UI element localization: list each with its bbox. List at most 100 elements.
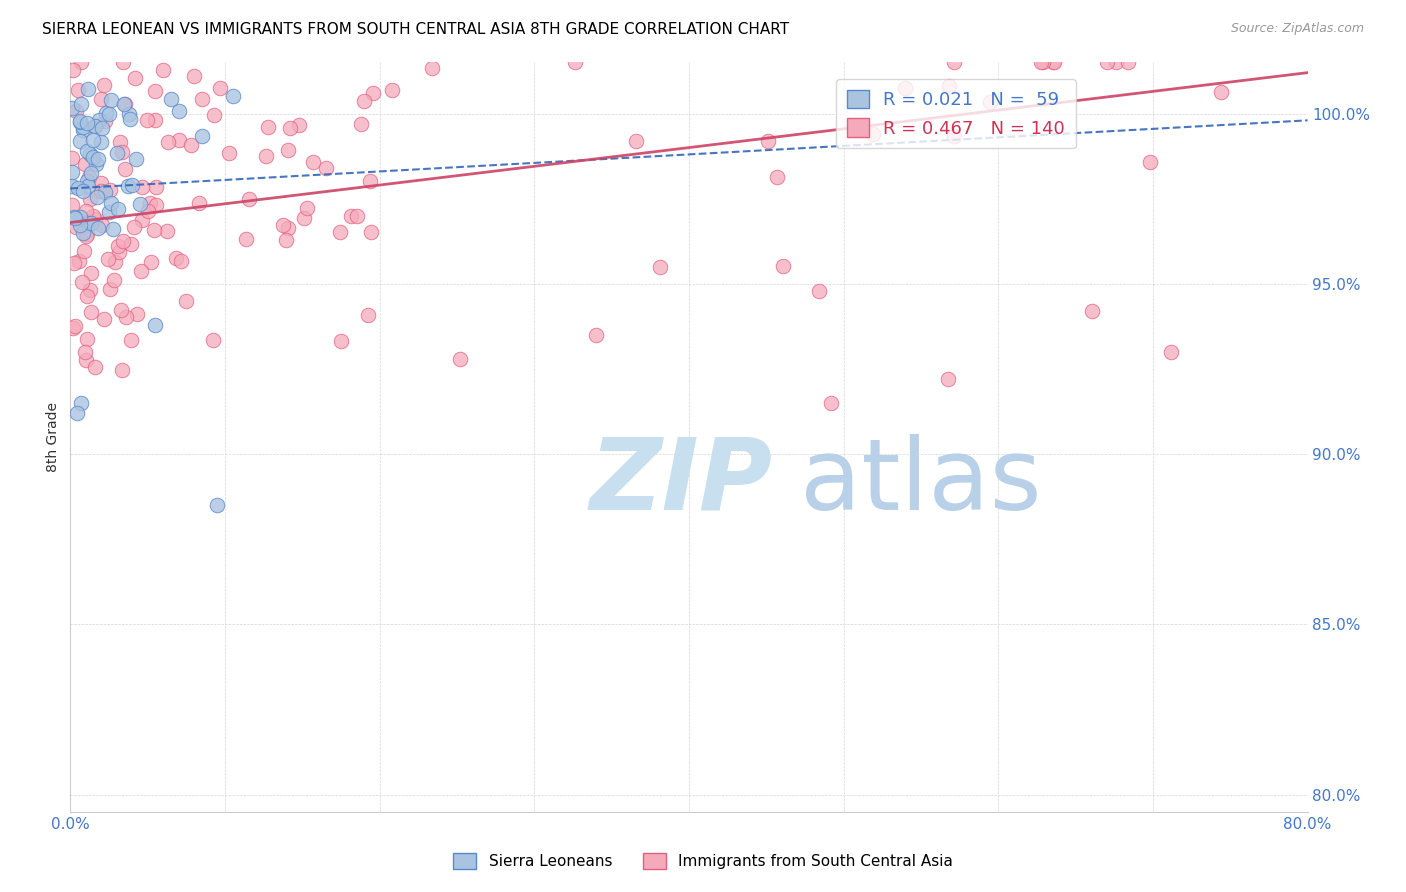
Point [292, 211, 315, 225]
Point [125, 152, 148, 166]
Point [121, 178, 143, 192]
Point [73, 157, 96, 171]
Point [449, 351, 471, 366]
Point [60, 151, 83, 165]
Point [84, 359, 107, 374]
Point [276, 233, 298, 247]
Point [1029, 55, 1052, 70]
Point [254, 149, 277, 163]
Point [107, 239, 129, 253]
Point [302, 155, 325, 169]
Point [62, 63, 84, 78]
Point [75, 203, 97, 218]
Point [152, 63, 174, 78]
Point [141, 254, 163, 268]
Point [756, 134, 779, 148]
Text: atlas: atlas [800, 434, 1042, 531]
Point [65, 211, 87, 226]
Point [765, 170, 787, 185]
Point [136, 203, 159, 218]
Point [104, 254, 127, 268]
Point [353, 95, 375, 109]
Point [76, 332, 98, 346]
Point [1095, 55, 1118, 70]
Text: Source: ZipAtlas.com: Source: ZipAtlas.com [1230, 22, 1364, 36]
Point [420, 61, 443, 75]
Point [183, 69, 205, 83]
Point [90, 135, 112, 149]
Point [110, 145, 132, 160]
Point [1116, 55, 1139, 70]
Point [72, 120, 94, 134]
Point [165, 252, 187, 266]
Point [90, 184, 112, 198]
Point [124, 71, 146, 86]
Point [936, 372, 959, 386]
Y-axis label: 8th Grade: 8th Grade [46, 402, 60, 472]
Point [143, 113, 166, 128]
Point [1042, 55, 1064, 70]
Point [94, 185, 117, 199]
Point [129, 197, 152, 211]
Point [938, 79, 960, 94]
Point [235, 232, 257, 246]
Point [143, 223, 166, 237]
Point [145, 179, 167, 194]
Point [75, 353, 97, 368]
Point [75, 228, 97, 243]
Point [69, 55, 91, 70]
Point [76, 227, 98, 241]
Point [1160, 345, 1182, 359]
Point [76, 289, 98, 303]
Point [1139, 154, 1161, 169]
Point [97, 205, 120, 219]
Point [66, 82, 89, 96]
Point [77, 82, 100, 96]
Point [82, 133, 104, 147]
Point [139, 196, 162, 211]
Point [156, 224, 179, 238]
Point [93, 311, 115, 326]
Point [76, 116, 98, 130]
Point [820, 396, 842, 410]
Point [84, 157, 107, 171]
Point [100, 196, 122, 211]
Point [257, 120, 280, 134]
Point [69, 210, 91, 224]
Point [62, 178, 84, 193]
Point [108, 136, 131, 150]
Point [120, 112, 142, 126]
Point [73, 344, 96, 359]
Point [188, 196, 211, 211]
Point [110, 303, 132, 318]
Point [89, 176, 111, 190]
Point [70, 96, 93, 111]
Point [69, 134, 91, 148]
Point [330, 334, 353, 349]
Point [80, 305, 103, 319]
Point [62, 320, 84, 334]
Point [585, 327, 607, 342]
Point [295, 202, 318, 216]
Point [191, 128, 214, 143]
Point [84, 120, 107, 134]
Point [111, 55, 134, 70]
Point [69, 218, 91, 232]
Point [80, 215, 103, 229]
Point [60, 198, 83, 212]
Point [79, 192, 101, 206]
Point [111, 363, 134, 377]
Point [118, 107, 141, 121]
Point [86, 189, 108, 203]
Point [157, 135, 180, 149]
Point [346, 209, 368, 223]
Point [894, 81, 917, 95]
Point [350, 117, 373, 131]
Point [97, 252, 120, 267]
Point [77, 178, 100, 193]
Point [943, 129, 966, 144]
Point [170, 254, 193, 268]
Point [340, 209, 363, 223]
Point [82, 150, 104, 164]
Point [117, 179, 139, 194]
